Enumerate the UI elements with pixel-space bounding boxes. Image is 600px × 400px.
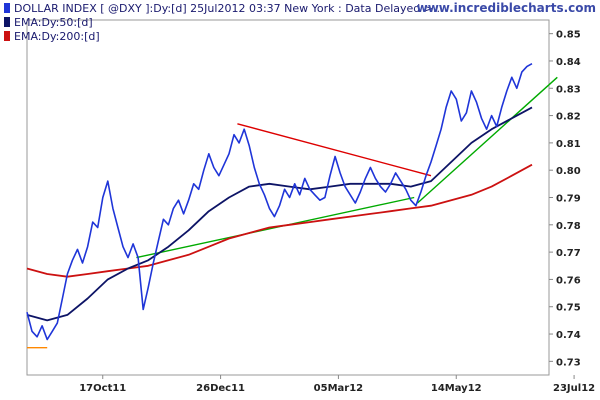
legend-ema200: EMA:Dy:200:[d] [14,30,100,43]
y-tick-label: 0.81 [556,139,581,150]
y-tick-label: 0.73 [556,357,581,368]
x-tick-label: 05Mar12 [314,383,364,394]
plot-area [26,19,550,376]
legend-swatch-ema50 [4,17,10,27]
x-tick-label: 26Dec11 [196,383,245,394]
y-tick-label: 0.78 [556,221,581,232]
x-tick-label: 17Oct11 [79,383,126,394]
series-line-ema200 [26,163,533,278]
y-tick-label: 0.80 [556,166,581,177]
trendline-1 [417,76,558,204]
legend-ema50: EMA:Dy:50:[d] [14,16,93,29]
y-tick-label: 0.79 [556,194,581,205]
y-tick-label: 0.85 [556,30,581,41]
y-tick-label: 0.76 [556,275,581,286]
y-tick-label: 0.83 [556,84,581,95]
y-tick-label: 0.82 [556,112,581,123]
axes: 0.73 0.74 0.75 0.76 0.77 0.78 0.79 0.80 0.81 0.82… [79,30,595,394]
y-tick-label: 0.77 [556,248,581,259]
y-tick-label: 0.75 [556,303,581,314]
legend-dollar-index: DOLLAR INDEX [ @DXY ]:Dy:[d] 25Jul2012 0… [14,2,440,15]
x-tick-label: 23Jul12 [553,383,595,394]
legend: DOLLAR INDEX [ @DXY ]:Dy:[d] 25Jul2012 0… [4,2,440,43]
legend-swatch-ema200 [4,31,10,41]
x-tick-label: 14May12 [431,383,482,394]
trendline-2 [237,123,432,177]
series-line-dollar-index [26,62,533,341]
legend-swatch-dollar-index [4,3,10,13]
series-line-ema50 [26,106,533,322]
series-lines [26,62,533,341]
y-tick-label: 0.84 [556,57,581,68]
y-tick-label: 0.74 [556,330,581,341]
brand-watermark: www.incrediblecharts.com [417,1,596,15]
